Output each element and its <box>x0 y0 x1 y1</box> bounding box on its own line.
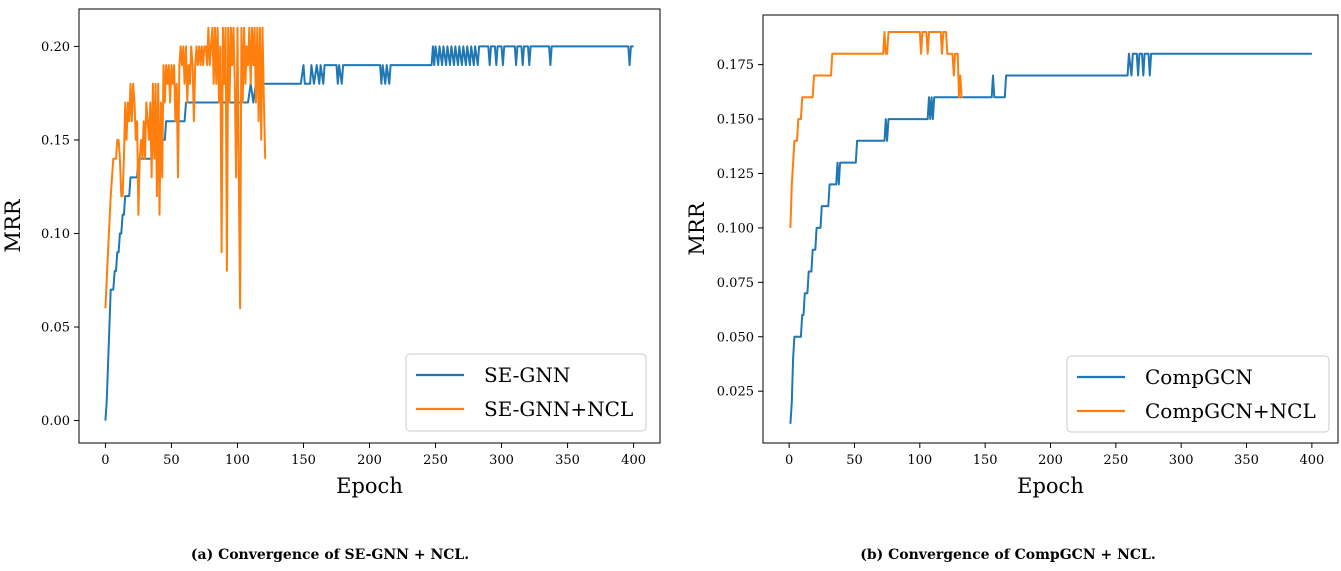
y-tick-label: 0.100 <box>717 221 754 236</box>
y-tick-label: 0.050 <box>717 330 754 345</box>
y-tick-label: 0.00 <box>41 414 70 429</box>
x-axis-label: Epoch <box>336 474 403 498</box>
x-tick-label: 0 <box>785 453 793 468</box>
series-line-ncl <box>789 31 963 228</box>
chart-b: 0 50 100 150 200 250 300 350 400 0.025 0.050 0.075 0… <box>685 14 1339 498</box>
x-tick-label: 100 <box>225 453 250 468</box>
x-tick-label: 150 <box>973 453 998 468</box>
x-tick-label: 300 <box>489 453 514 468</box>
y-tick-label: 0.025 <box>717 385 754 400</box>
x-tick-label: 200 <box>1038 453 1063 468</box>
y-tick-label: 0.10 <box>41 227 70 242</box>
legend-label: CompGCN+NCL <box>1145 399 1316 423</box>
legend-label: CompGCN <box>1145 365 1253 389</box>
legend: SE-GNN SE-GNN+NCL <box>405 353 647 432</box>
legend-box <box>1066 355 1330 433</box>
y-tick-label: 0.150 <box>717 113 754 128</box>
caption-b: (b) Convergence of CompGCN + NCL. <box>860 547 1156 563</box>
x-axis-label: Epoch <box>1017 474 1084 498</box>
y-tick-label: 0.20 <box>41 40 70 55</box>
y-tick-label: 0.05 <box>41 321 70 336</box>
x-tick-label: 350 <box>1234 453 1259 468</box>
series-line-ncl <box>104 26 267 310</box>
legend: CompGCN CompGCN+NCL <box>1066 355 1330 433</box>
x-tick-label: 100 <box>907 453 932 468</box>
x-tick-label: 350 <box>555 453 580 468</box>
y-tick-label: 0.175 <box>717 58 754 73</box>
legend-label: SE-GNN+NCL <box>484 397 633 421</box>
y-tick-label: 0.075 <box>717 276 754 291</box>
y-tick-label: 0.125 <box>717 167 754 182</box>
x-tick-label: 400 <box>621 453 646 468</box>
x-tick-label: 250 <box>1103 453 1128 468</box>
x-tick-label: 400 <box>1299 453 1324 468</box>
y-axis-label: MRR <box>685 201 709 255</box>
x-tick-label: 300 <box>1169 453 1194 468</box>
chart-a: 0 50 100 150 200 250 300 350 400 0.00 0.05 0.10 0.15… <box>1 8 661 498</box>
y-tick-label: 0.15 <box>41 133 70 148</box>
legend-label: SE-GNN <box>484 363 570 387</box>
y-axis-label: MRR <box>1 198 25 252</box>
x-tick-label: 200 <box>357 453 382 468</box>
x-tick-label: 150 <box>291 453 316 468</box>
x-tick-label: 0 <box>101 453 109 468</box>
legend-box <box>405 353 647 432</box>
x-tick-label: 50 <box>163 453 180 468</box>
caption-a: (a) Convergence of SE-GNN + NCL. <box>190 547 470 563</box>
x-tick-label: 50 <box>846 453 863 468</box>
series-line-base <box>789 52 1312 424</box>
x-tick-label: 250 <box>423 453 448 468</box>
